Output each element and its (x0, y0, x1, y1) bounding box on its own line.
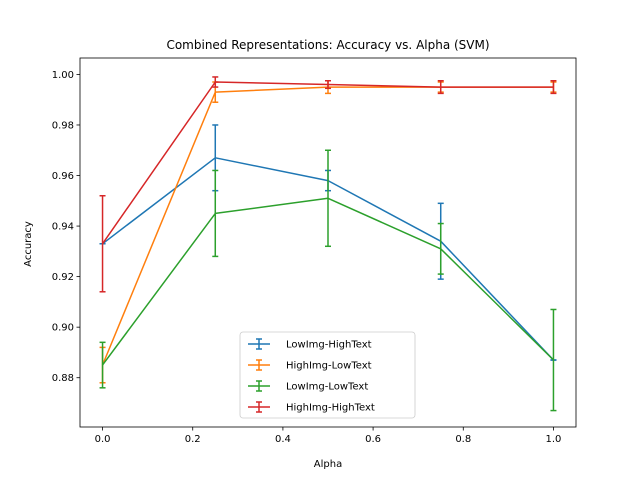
y-tick-label: 0.90 (52, 323, 74, 334)
legend-label: HighImg-LowText (286, 361, 372, 372)
x-tick-label: 0.4 (275, 434, 291, 445)
x-axis: 0.0 0.2 0.4 0.6 0.8 1.0 (95, 427, 562, 445)
legend-entry: LowImg-LowText (248, 380, 368, 393)
series-HighImg-HighText (99, 76, 557, 293)
axes-frame (79, 57, 577, 428)
x-tick-label: 1.0 (546, 434, 562, 445)
x-tick-label: 0.2 (185, 434, 201, 445)
legend-entry: LowImg-HighText (248, 338, 372, 351)
y-tick-label: 0.98 (52, 120, 74, 131)
y-axis: 0.88 0.90 0.92 0.94 0.96 0.98 1.00 (52, 70, 80, 384)
series-LowImg-LowText (99, 149, 557, 412)
y-tick-label: 1.00 (52, 70, 74, 81)
x-tick-label: 0.0 (95, 434, 111, 445)
legend-box (239, 331, 416, 419)
plot-area (79, 57, 577, 428)
y-axis-label: Accuracy (23, 221, 34, 267)
legend-label: HighImg-HighText (286, 403, 375, 414)
legend-label: LowImg-HighText (286, 340, 372, 351)
y-tick-label: 0.94 (52, 222, 74, 233)
y-tick-label: 0.88 (52, 373, 74, 384)
legend-entry: HighImg-LowText (248, 359, 372, 372)
x-axis-label: Alpha (314, 459, 342, 470)
x-tick-label: 0.6 (365, 434, 381, 445)
legend: LowImg-HighText HighImg-LowText LowImg-Low… (239, 331, 416, 419)
legend-entry: HighImg-HighText (248, 401, 375, 414)
chart-title: Combined Representations: Accuracy vs. A… (166, 38, 489, 52)
legend-label: LowImg-LowText (286, 382, 368, 393)
y-tick-label: 0.92 (52, 272, 74, 283)
y-tick-label: 0.96 (52, 171, 74, 182)
x-tick-label: 0.8 (455, 434, 471, 445)
